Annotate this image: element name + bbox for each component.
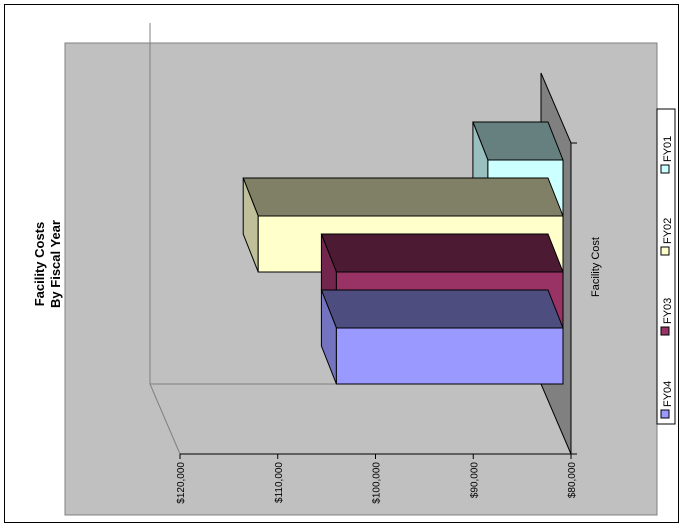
value-tick-label: $90,000 <box>469 462 480 499</box>
bar-top-face <box>242 177 564 217</box>
legend-swatch-fy03 <box>660 326 670 336</box>
value-tick-label: $110,000 <box>274 462 285 503</box>
legend: FY04 FY03 FY02 FY01 <box>656 108 676 425</box>
value-axis: $80,000 $90,000 $100,000 $110,000 $120,000 <box>176 142 578 504</box>
bar-front-face <box>335 327 564 385</box>
legend-swatch-fy02 <box>660 246 670 256</box>
legend-label-fy02: FY02 <box>662 218 674 244</box>
chart-subtitle: By Fiscal Year <box>48 220 63 308</box>
legend-label-fy01: FY01 <box>662 136 674 162</box>
legend-swatch-fy01 <box>660 164 670 174</box>
wall-diagonal <box>149 383 181 455</box>
value-tick-label: $100,000 <box>372 462 383 504</box>
legend-label-fy04: FY04 <box>662 381 674 407</box>
bar-top-face <box>320 289 564 329</box>
chart-frame: $80,000 $90,000 $100,000 $110,000 $120,000 F… <box>4 4 679 523</box>
bar-top-face <box>320 233 564 273</box>
value-tick-label: $120,000 <box>176 462 187 504</box>
legend-label-fy03: FY03 <box>662 298 674 324</box>
chart-title: Facility Costs <box>32 222 47 307</box>
bar-top-face <box>472 121 564 161</box>
legend-box <box>656 108 676 425</box>
bar-series-group <box>242 121 564 385</box>
value-tick-label: $80,000 <box>567 462 578 499</box>
legend-swatch-fy04 <box>660 409 670 419</box>
chart-svg: $80,000 $90,000 $100,000 $110,000 $120,000 F… <box>32 23 676 516</box>
bar-fy04 <box>320 289 564 385</box>
category-label: Facility Cost <box>590 237 602 297</box>
